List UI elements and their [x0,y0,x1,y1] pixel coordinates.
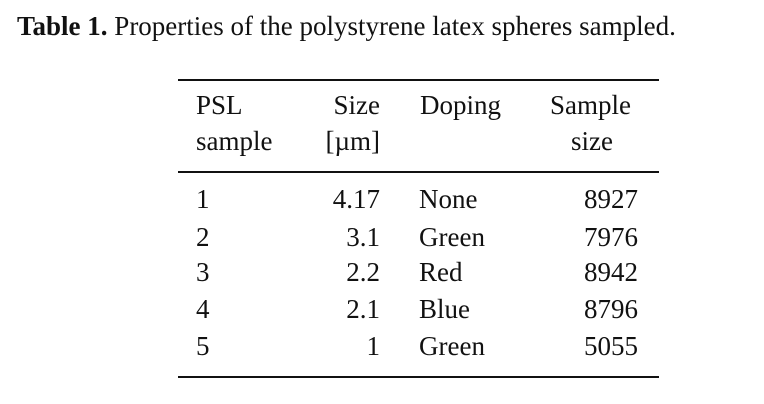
cell-doping: None [419,184,478,214]
cell-sample: 5 [196,331,210,361]
caption-text: Properties of the polystyrene latex sphe… [107,11,676,41]
cell-sample: 2 [196,222,210,252]
cell-size: 4.17 [332,184,380,214]
cell-size: 3.1 [346,222,380,252]
top-rule [178,79,659,81]
header-sample-line2: sample [196,126,273,156]
header-sample-line1: PSL [196,90,243,120]
header-sample-size-line1: Sample [550,90,631,120]
cell-sample: 3 [196,257,210,287]
cell-sample-size: 5055 [584,331,638,361]
caption-label: Table 1. [17,11,108,41]
cell-size: 1 [366,331,381,361]
header-sample-size-line2: size [571,126,613,156]
cell-doping: Green [419,222,485,252]
bottom-rule [178,376,659,378]
header-size-line2: [µm] [325,126,380,156]
mid-rule [178,171,659,173]
cell-sample: 1 [196,184,210,214]
cell-size: 2.1 [346,294,380,324]
cell-size: 2.2 [346,257,380,287]
cell-sample: 4 [196,294,210,324]
cell-doping: Blue [419,294,470,324]
cell-sample-size: 8942 [584,257,638,287]
cell-sample-size: 8927 [584,184,638,214]
cell-sample-size: 8796 [584,294,638,324]
cell-doping: Green [419,331,485,361]
cell-doping: Red [419,257,463,287]
table-caption: Table 1. Properties of the polystyrene l… [17,8,676,44]
cell-sample-size: 7976 [584,222,638,252]
header-size-line1: Size [333,90,381,120]
header-doping: Doping [420,90,501,120]
